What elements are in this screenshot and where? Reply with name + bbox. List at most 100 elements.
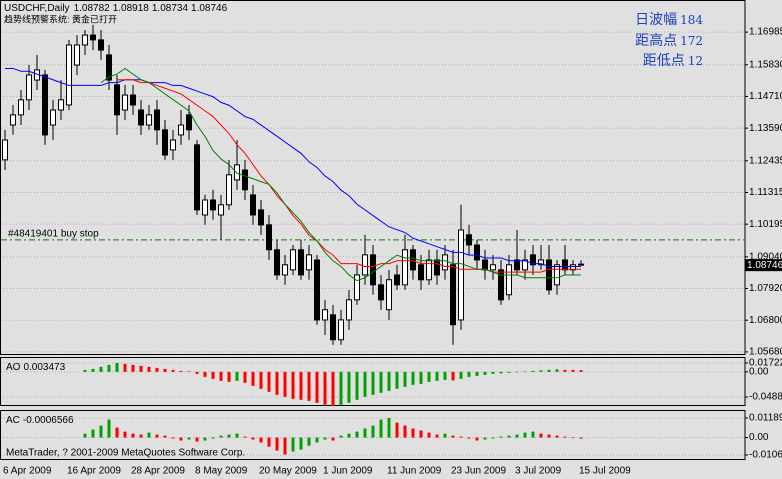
candle-body bbox=[338, 319, 344, 341]
histogram-bar bbox=[387, 417, 391, 438]
candle-body bbox=[354, 274, 360, 301]
candle-body bbox=[474, 244, 480, 261]
candle-body bbox=[410, 249, 416, 271]
histogram-bar bbox=[331, 371, 335, 406]
y-tick-label: 1.06800 bbox=[749, 315, 782, 326]
candle-body bbox=[322, 309, 328, 321]
info-value: 172 bbox=[680, 34, 703, 48]
histogram-bar bbox=[275, 437, 279, 451]
ac-value: -0.0006566 bbox=[23, 415, 74, 426]
ao-title: AO bbox=[6, 362, 21, 373]
candle-body bbox=[346, 299, 352, 321]
info-label: 距高点 bbox=[635, 32, 677, 49]
histogram-bar bbox=[235, 371, 239, 381]
histogram-bar bbox=[179, 370, 183, 372]
moving-average bbox=[100, 67, 581, 282]
info-value: 184 bbox=[680, 13, 703, 27]
histogram-bar bbox=[395, 371, 399, 389]
histogram-bar bbox=[347, 433, 351, 438]
histogram-bar bbox=[483, 437, 487, 440]
candle-body bbox=[42, 74, 48, 136]
histogram-bar bbox=[515, 371, 519, 373]
candle-body bbox=[362, 254, 368, 276]
histogram-bar bbox=[483, 371, 487, 375]
info-line: 日波幅 184 bbox=[635, 12, 703, 28]
candle-body bbox=[258, 209, 264, 226]
histogram-bar bbox=[419, 371, 423, 384]
y-tick-label: 0.01722 bbox=[749, 358, 782, 369]
candle-body bbox=[202, 199, 208, 216]
histogram-bar bbox=[99, 425, 103, 438]
candle-body bbox=[66, 44, 72, 106]
candle-body bbox=[538, 259, 544, 266]
histogram-bar bbox=[323, 371, 327, 405]
histogram-bar bbox=[523, 371, 527, 372]
histogram-bar bbox=[579, 370, 583, 372]
candle-body bbox=[402, 249, 408, 286]
histogram-bar bbox=[355, 371, 359, 400]
histogram-bar bbox=[427, 432, 431, 438]
info-label: 日波幅 bbox=[635, 12, 677, 28]
candle-body bbox=[426, 259, 432, 281]
histogram-bar bbox=[251, 371, 255, 386]
candle-body bbox=[434, 259, 440, 276]
last-low: 1.08734 bbox=[152, 3, 189, 14]
histogram-bar bbox=[491, 437, 495, 439]
y-tick-label: 1.05680 bbox=[749, 347, 782, 358]
candle-body bbox=[26, 74, 32, 101]
candle-body bbox=[482, 259, 488, 271]
candle-body bbox=[314, 259, 320, 321]
candle-body bbox=[298, 249, 304, 276]
panel-frame bbox=[0, 357, 746, 406]
histogram-bar bbox=[291, 437, 295, 452]
histogram-bar bbox=[403, 425, 407, 438]
candle-body bbox=[210, 199, 216, 211]
histogram-bar bbox=[291, 371, 295, 399]
last-close: 1.08746 bbox=[191, 3, 228, 14]
histogram-bar bbox=[123, 363, 127, 372]
candle-body bbox=[378, 284, 384, 301]
candle-body bbox=[18, 99, 24, 116]
info-line: 距高点 172 bbox=[635, 32, 703, 49]
price-box bbox=[745, 259, 782, 272]
histogram-bar bbox=[331, 437, 335, 441]
candle-body bbox=[194, 144, 200, 211]
candle-body bbox=[562, 259, 568, 271]
last-high: 1.08918 bbox=[113, 3, 150, 14]
candle-body bbox=[122, 94, 128, 111]
histogram-bar bbox=[83, 433, 87, 438]
y-tick-label: -0.01060 bbox=[749, 450, 782, 461]
x-tick-label: 11 Jun 2009 bbox=[387, 466, 442, 477]
candle-body bbox=[218, 204, 224, 216]
ao-label: AO 0.003473 bbox=[6, 362, 66, 373]
candle-body bbox=[546, 259, 552, 291]
moving-average bbox=[117, 79, 581, 273]
histogram-bar bbox=[435, 371, 439, 381]
histogram-bar bbox=[115, 363, 119, 372]
histogram-bar bbox=[419, 430, 423, 438]
histogram-bar bbox=[163, 435, 167, 438]
candle-body bbox=[490, 264, 496, 271]
candle-body bbox=[114, 84, 120, 116]
candle-body bbox=[466, 234, 472, 246]
histogram-bar bbox=[427, 371, 431, 382]
histogram-bar bbox=[195, 437, 199, 442]
histogram-bar bbox=[563, 369, 567, 372]
histogram-bar bbox=[395, 422, 399, 438]
y-tick-label: 1.13590 bbox=[749, 123, 782, 134]
histogram-bar bbox=[123, 431, 127, 438]
histogram-bar bbox=[379, 419, 383, 438]
histogram-bar bbox=[363, 428, 367, 438]
histogram-bar bbox=[531, 431, 535, 438]
histogram-bar bbox=[451, 435, 455, 438]
candle-body bbox=[178, 124, 184, 136]
candle-body bbox=[570, 264, 576, 271]
candle-body bbox=[266, 224, 272, 251]
histogram-bar bbox=[491, 371, 495, 374]
histogram-bar bbox=[211, 371, 215, 379]
histogram-bar bbox=[195, 371, 199, 374]
histogram-bar bbox=[267, 437, 271, 447]
y-tick-label: 0.00 bbox=[749, 432, 769, 443]
symbol: USDCHF,Daily bbox=[4, 3, 70, 14]
